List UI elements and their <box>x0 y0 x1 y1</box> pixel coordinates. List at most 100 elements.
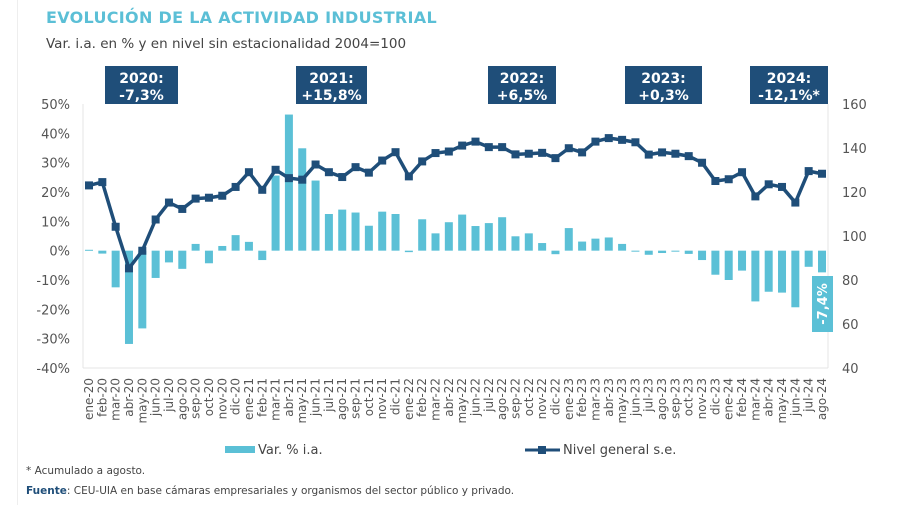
bar-jun-22 <box>471 226 480 251</box>
annotation-value: -7,3% <box>119 88 164 104</box>
x-tick-label: oct-23 <box>682 378 696 416</box>
bar-dic-21 <box>391 214 400 251</box>
line-point-may-23 <box>618 135 627 144</box>
source-label: Fuente <box>26 485 67 497</box>
line-point-jul-20 <box>164 198 173 207</box>
line-point-ago-22 <box>498 143 507 152</box>
x-tick-label: ene-21 <box>242 378 256 420</box>
bar-may-22 <box>458 214 467 251</box>
x-tick-label: nov-22 <box>535 378 549 419</box>
bar-ene-20 <box>85 249 93 251</box>
x-tick-label: jun-20 <box>149 378 163 417</box>
bar-may-24 <box>778 250 787 293</box>
x-tick-label: abr-24 <box>762 378 776 417</box>
bar-may-23 <box>618 243 627 251</box>
annotation-year: 2021: <box>309 71 354 87</box>
x-tick-label: jun-22 <box>468 378 482 417</box>
left-tick-label: 20% <box>41 186 70 201</box>
x-tick-label: abr-23 <box>602 378 616 417</box>
bar-ene-21 <box>244 241 253 251</box>
line-point-mar-21 <box>271 165 280 174</box>
x-tick-label: ene-22 <box>402 378 416 420</box>
x-tick-label: feb-20 <box>95 378 109 417</box>
line-point-may-22 <box>458 141 467 150</box>
line-point-oct-21 <box>364 168 373 177</box>
line-point-ago-23 <box>658 148 667 157</box>
x-tick-label: sep-23 <box>668 378 682 419</box>
x-tick-label: sep-20 <box>189 378 203 419</box>
x-tick-label: ago-23 <box>655 378 669 420</box>
x-tick-label: feb-22 <box>415 378 429 417</box>
annotation-box-4 <box>750 66 828 104</box>
right-tick-label: 120 <box>842 186 867 201</box>
x-tick-label: abr-22 <box>442 378 456 417</box>
bar-jul-24 <box>804 250 813 267</box>
x-tick-label: feb-24 <box>735 378 749 417</box>
line-point-jun-23 <box>631 138 640 147</box>
bar-oct-23 <box>684 250 693 254</box>
left-tick-label: 40% <box>41 127 70 142</box>
annotation-box-0 <box>105 66 178 104</box>
line-point-dic-22 <box>551 154 560 163</box>
x-tick-label: ene-24 <box>722 378 736 420</box>
bar-abr-23 <box>604 237 613 251</box>
x-tick-label: dic-20 <box>229 378 243 415</box>
bar-jul-22 <box>484 223 493 251</box>
bar-jun-21 <box>311 180 320 251</box>
line-point-oct-20 <box>204 193 213 202</box>
last-bar-label: -7,4% <box>816 283 831 324</box>
line-point-jun-21 <box>311 160 320 169</box>
bar-sep-20 <box>191 243 200 251</box>
x-tick-label: dic-21 <box>389 378 403 415</box>
line-point-feb-21 <box>258 185 267 194</box>
annotation-box-2 <box>488 66 556 104</box>
bar-feb-23 <box>578 241 587 251</box>
x-tick-label: ago-24 <box>815 378 829 420</box>
annotation-year: 2024: <box>767 71 812 87</box>
bar-oct-21 <box>364 225 373 251</box>
bar-abr-24 <box>764 250 773 292</box>
legend-bar-swatch <box>225 446 255 453</box>
line-point-abr-22 <box>444 147 453 156</box>
line-point-oct-22 <box>524 149 533 158</box>
bar-may-20 <box>138 250 147 329</box>
source-note: Fuente: CEU-UIA en base cámaras empresar… <box>26 485 514 497</box>
line-point-ago-20 <box>178 204 187 213</box>
bar-nov-21 <box>378 211 387 251</box>
line-point-feb-23 <box>578 148 587 157</box>
last-bar-label-box <box>812 276 833 332</box>
chart-subtitle: Var. i.a. en % y en nivel sin estacional… <box>46 36 407 52</box>
line-point-ago-21 <box>338 173 347 182</box>
x-tick-label: nov-23 <box>695 378 709 419</box>
x-tick-label: sep-22 <box>508 378 522 419</box>
right-tick-label: 80 <box>842 274 859 289</box>
bar-dic-22 <box>551 250 560 255</box>
line-point-ene-21 <box>244 168 253 177</box>
annotation-year: 2020: <box>119 71 164 87</box>
x-tick-label: jul-22 <box>482 378 496 413</box>
x-tick-label: may-23 <box>615 378 629 424</box>
bar-ene-23 <box>564 228 573 251</box>
line-point-abr-24 <box>764 180 773 189</box>
line-point-ene-20 <box>85 181 93 190</box>
bar-mar-22 <box>431 233 440 251</box>
x-tick-label: ene-20 <box>82 378 96 420</box>
x-tick-label: nov-20 <box>215 378 229 419</box>
x-tick-label: jun-24 <box>788 378 802 417</box>
bar-sep-23 <box>671 250 680 252</box>
line-point-abr-23 <box>604 134 613 143</box>
x-tick-label: dic-23 <box>708 378 722 415</box>
bar-oct-22 <box>524 233 533 251</box>
bar-mar-24 <box>751 250 760 302</box>
x-tick-label: dic-22 <box>548 378 562 415</box>
line-point-sep-21 <box>351 163 360 172</box>
x-tick-label: may-21 <box>295 378 309 424</box>
line-point-nov-21 <box>378 156 387 165</box>
bar-ago-24 <box>818 250 826 273</box>
right-tick-label: 100 <box>842 230 867 245</box>
bar-mar-21 <box>271 175 280 251</box>
x-tick-label: may-24 <box>775 378 789 424</box>
bar-ago-22 <box>498 217 507 251</box>
x-tick-label: mar-23 <box>588 378 602 421</box>
bar-ago-23 <box>658 250 667 254</box>
